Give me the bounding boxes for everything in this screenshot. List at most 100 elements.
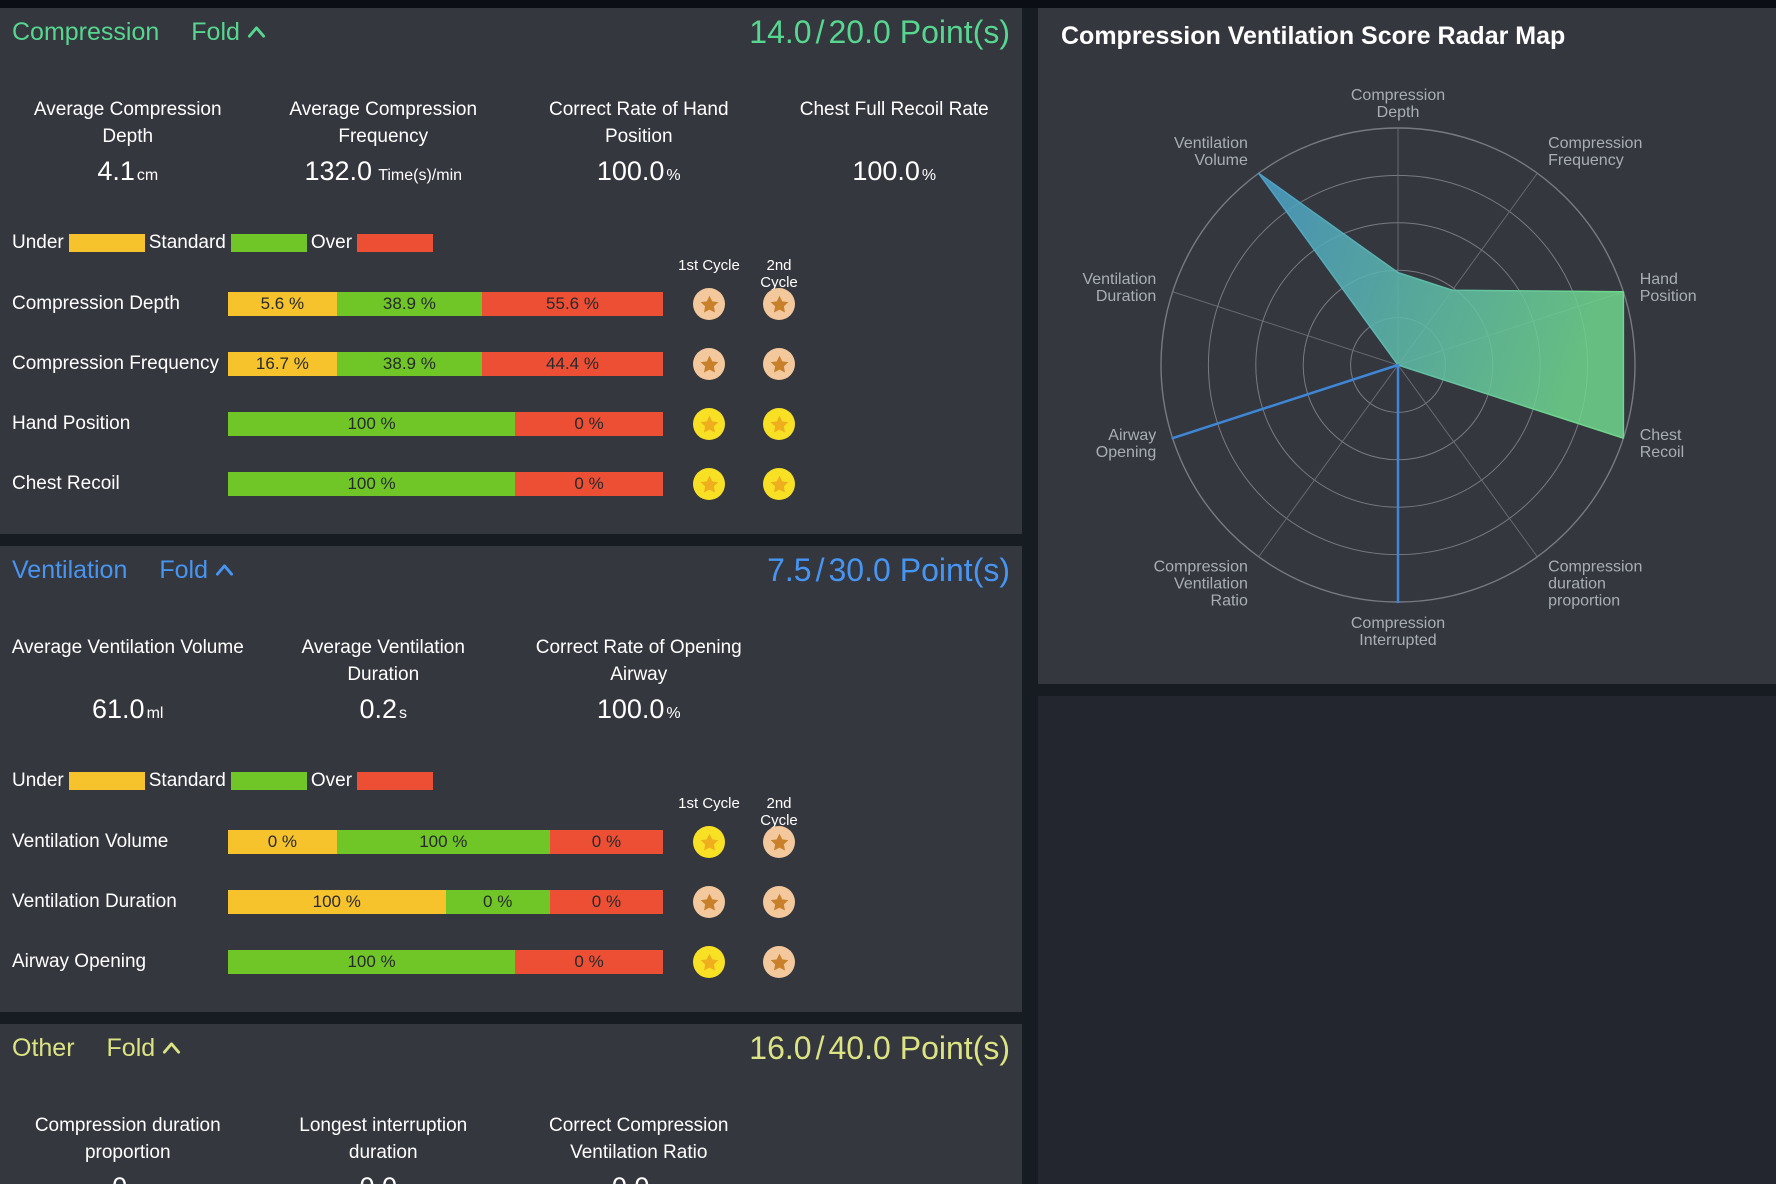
row-label: Compression Depth [12, 293, 180, 314]
star-gold-icon [693, 946, 725, 978]
fold-label: Fold [106, 1033, 156, 1062]
bar-segment-over: 0 % [515, 412, 663, 436]
radar-label: Ventilation Duration [1082, 271, 1156, 305]
bar-row: Chest Recoil 100 % 0 % [0, 468, 1022, 500]
stat-value: 0.2 s [359, 694, 408, 724]
stat-item: Average Ventilation Volume 61.0 ml [0, 634, 256, 725]
panel-header: Ventilation Fold 7.5/30.0 Point(s) [12, 546, 1010, 594]
bar-segment-standard: 100 % [228, 472, 516, 496]
bar-segment-over: 44.4 % [482, 352, 663, 376]
bar: 0 % 100 % 0 % [228, 830, 663, 854]
legend: Under Standard Over [12, 232, 437, 254]
stat-label: Average Ventilation Duration [301, 637, 465, 685]
stat-value: 100.0% [852, 156, 937, 186]
bar-segment-under: 5.6 % [228, 292, 337, 316]
fold-label: Fold [191, 17, 240, 46]
bar-row: Ventilation Volume 0 % 100 % 0 % [0, 826, 1022, 858]
radar-chart: Compression Depth Compression Frequency Hand… [1082, 87, 1696, 649]
radar-series-score-area [1257, 172, 1625, 439]
star-gold-icon [693, 408, 725, 440]
fold-label: Fold [159, 555, 209, 584]
row-label: Chest Recoil [12, 473, 120, 494]
stat-item: Chest Full Recoil Rate 100.0% [767, 96, 1023, 187]
star-bronze-icon [763, 348, 795, 380]
legend-swatch-under [68, 234, 145, 252]
bar: 5.6 % 38.9 % 55.6 % [228, 292, 663, 316]
star-bronze-icon [693, 886, 725, 918]
bar-segment-standard: 38.9 % [336, 352, 483, 376]
legend-swatch-under [68, 772, 145, 790]
bar-segment-standard: 100 % [336, 830, 550, 854]
bar: 100 % 0 % 0 % [228, 890, 663, 914]
stat-label: Compression duration proportion [34, 1115, 221, 1163]
panel-score: 7.5/30.0 Point(s) [767, 552, 1010, 589]
cycle-header: 2nd Cycle [760, 795, 798, 829]
bar-segment-standard: 0 % [445, 890, 550, 914]
bar-segment-under: 16.7 % [228, 352, 337, 376]
bar-segment-under: 100 % [228, 890, 446, 914]
stat-item: Correct Rate of Opening Airway 100.0% [511, 634, 767, 725]
fold-caret-icon [215, 564, 234, 576]
radar-series-score-line [1171, 363, 1400, 604]
score-separator: / [815, 1029, 825, 1066]
score-total: 30.0 [828, 551, 891, 588]
stat-label: Average Compression Depth [33, 99, 222, 147]
cycle-header: 1st Cycle [678, 795, 740, 812]
panel-title: Compression [12, 17, 160, 46]
bar-segment-under: 0 % [228, 830, 337, 854]
bar-row: Hand Position 100 % 0 % [0, 408, 1022, 440]
bar: 100 % 0 % [228, 472, 663, 496]
radar-label: Chest Recoil [1640, 427, 1684, 461]
panel-score: 14.0/20.0 Point(s) [749, 14, 1010, 51]
star-bronze-icon [693, 288, 725, 320]
panel-header: Other Fold 16.0/40.0 Point(s) [12, 1024, 1010, 1072]
radar-label: Compression Frequency [1548, 135, 1642, 169]
bar: 100 % 0 % [228, 412, 663, 436]
fold-button[interactable]: Fold [159, 556, 234, 585]
star-bronze-icon [693, 348, 725, 380]
cycle-header: 2nd Cycle [760, 257, 798, 291]
row-label: Hand Position [12, 413, 131, 434]
stat-label: Correct Compression Ventilation Ratio [549, 1115, 729, 1163]
stat-label: Chest Full Recoil Rate [799, 99, 989, 120]
score-separator: / [815, 551, 825, 588]
bar-segment-over: 0 % [515, 950, 663, 974]
stat-value: 61.0 ml [92, 694, 164, 724]
bar-segment-standard: 100 % [228, 412, 516, 436]
score-unit: Point(s) [899, 551, 1010, 588]
bar: 16.7 % 38.9 % 44.4 % [228, 352, 663, 376]
bar-segment-over: 0 % [549, 890, 663, 914]
radar-label: Ventilation Volume [1174, 135, 1248, 169]
stat-item: Average Compression Frequency 132.0 Time(s… [256, 96, 512, 187]
bar-row: Compression Depth 5.6 % 38.9 % 55.6 % [0, 288, 1022, 320]
radar-label: Airway Opening [1096, 427, 1157, 461]
legend-label: Under [12, 770, 64, 791]
radar-panel: Compression Ventilation Score Radar Map … [1038, 8, 1776, 684]
legend-label: Standard [148, 232, 226, 253]
fold-button[interactable]: Fold [191, 18, 266, 47]
legend-label: Under [12, 232, 64, 253]
score-earned: 7.5 [767, 551, 812, 588]
fold-caret-icon [247, 26, 265, 38]
star-bronze-icon [763, 886, 795, 918]
stat-item: Average Ventilation Duration 0.2 s [256, 634, 512, 725]
stat-value: 100.0% [596, 694, 681, 724]
star-gold-icon [693, 826, 725, 858]
stats-row: Compression durationproportion0%Longest … [0, 1112, 1022, 1184]
bar-segment-over: 0 % [515, 472, 663, 496]
row-label: Ventilation Volume [12, 831, 169, 852]
score-total: 20.0 [828, 13, 891, 50]
stat-label: Average Ventilation Volume [11, 637, 244, 658]
stat-item: Average Compression Depth 4.1 cm [0, 96, 256, 187]
fold-button[interactable]: Fold [107, 1034, 182, 1063]
star-bronze-icon [763, 826, 795, 858]
score-unit: Point(s) [899, 1029, 1010, 1066]
legend: Under Standard Over [12, 770, 437, 792]
bar-segment-over: 55.6 % [482, 292, 663, 316]
stat-value: 0.0s [256, 1172, 512, 1184]
legend-label: Over [310, 232, 353, 253]
star-gold-icon [763, 408, 795, 440]
top-strip [0, 0, 1776, 8]
